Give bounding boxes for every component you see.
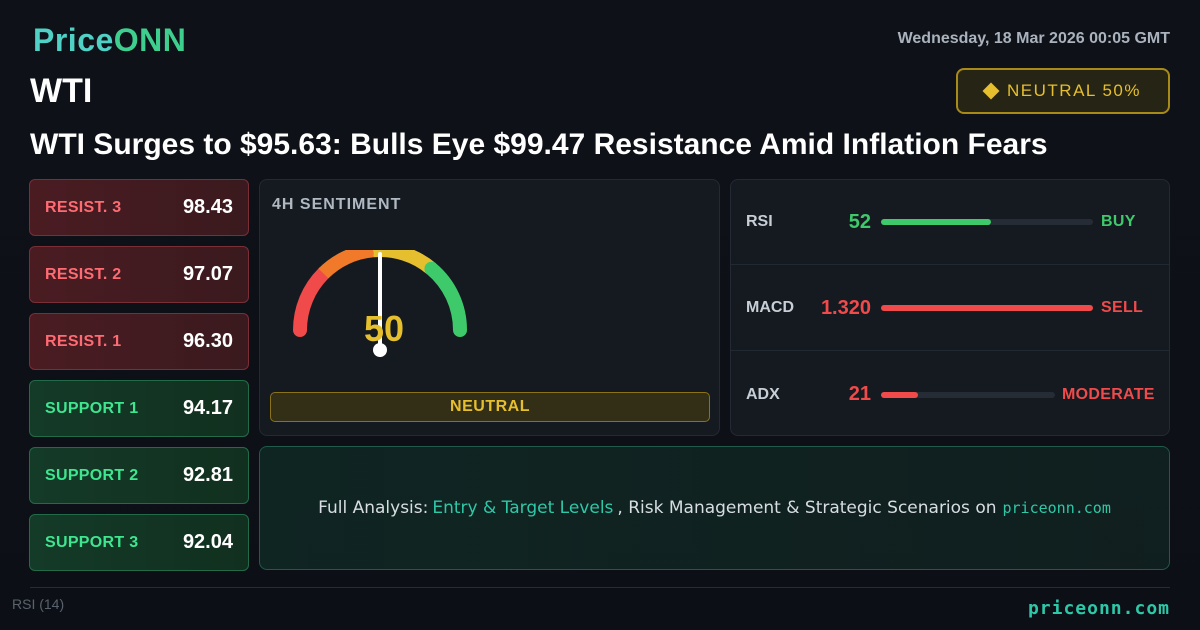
- gauge-arc-green: [424, 261, 467, 337]
- indicator-row-macd: MACD 1.320 SELL: [731, 266, 1169, 351]
- indicator-bar-track: [881, 305, 1093, 311]
- level-value: 94.17: [182, 397, 233, 419]
- symbol-title: WTI: [30, 72, 93, 110]
- indicator-bar-fill: [881, 305, 1093, 311]
- indicator-bar-fill: [881, 219, 992, 225]
- gauge-needle-hub: [373, 343, 387, 357]
- level-row-support: SUPPORT 3 92.04: [29, 514, 249, 571]
- indicator-name: ADX: [746, 385, 780, 403]
- indicator-signal: BUY: [1101, 213, 1136, 230]
- indicator-signal: SELL: [1101, 299, 1144, 316]
- sentiment-gauge-panel: 4H SENTIMENT 50 NEUTRAL: [259, 179, 720, 436]
- gauge-value: 50: [363, 308, 405, 349]
- level-row-resist: RESIST. 1 96.30: [29, 313, 249, 370]
- level-row-resist: RESIST. 2 97.07: [29, 246, 249, 303]
- level-value: 98.43: [182, 196, 233, 218]
- level-row-support: SUPPORT 2 92.81: [29, 447, 249, 504]
- indicators-panel: RSI 52 BUY MACD 1.320 SELL ADX 21 MODERATE: [730, 179, 1170, 436]
- headline: WTI Surges to $95.63: Bulls Eye $99.47 R…: [30, 128, 1048, 161]
- cta-highlight[interactable]: Entry & Target Levels: [432, 498, 614, 518]
- footer-site-link[interactable]: priceonn.com: [1027, 598, 1170, 619]
- indicator-signal: MODERATE: [1062, 385, 1155, 403]
- level-value: 92.04: [182, 531, 233, 553]
- level-label: SUPPORT 2: [45, 466, 139, 484]
- footer-rsi-label: RSI (14): [12, 596, 65, 612]
- indicator-name: RSI: [746, 213, 773, 230]
- level-label: SUPPORT 1: [45, 399, 139, 417]
- sentiment-badge: NEUTRAL 50%: [956, 68, 1170, 114]
- level-label: RESIST. 3: [45, 198, 122, 216]
- cta-middle: , Risk Management & Strategic Scenarios …: [617, 498, 997, 518]
- level-value: 97.07: [182, 263, 233, 285]
- level-value: 92.81: [182, 464, 233, 486]
- indicator-value: 21: [848, 383, 871, 405]
- level-row-resist: RESIST. 3 98.43: [29, 179, 249, 236]
- full-analysis-banner[interactable]: Full Analysis: Entry & Target Levels , R…: [259, 446, 1170, 570]
- timestamp: Wednesday, 18 Mar 2026 00:05 GMT: [897, 30, 1170, 47]
- indicator-bar-track: [881, 219, 1093, 225]
- level-value: 96.30: [182, 330, 233, 352]
- level-label: RESIST. 2: [45, 265, 122, 283]
- level-label: SUPPORT 3: [45, 533, 139, 551]
- brand-logo[interactable]: PriceONN: [33, 22, 187, 58]
- gauge-title: 4H SENTIMENT: [272, 196, 402, 213]
- gauge-arc-orange: [318, 250, 374, 279]
- sentiment-gauge: [293, 250, 467, 357]
- level-row-support: SUPPORT 1 94.17: [29, 380, 249, 437]
- diamond-icon: [982, 82, 1000, 100]
- indicator-value: 1.320: [820, 296, 871, 319]
- sentiment-badge-label: NEUTRAL 50%: [1007, 81, 1141, 100]
- footer-divider: [30, 587, 1170, 588]
- gauge-arc-red: [293, 266, 331, 337]
- indicator-bar-track: [881, 391, 1055, 398]
- indicator-name: MACD: [746, 299, 794, 316]
- cta-prefix: Full Analysis:: [318, 498, 429, 518]
- level-label: RESIST. 1: [45, 332, 122, 350]
- indicator-row-rsi: RSI 52 BUY: [731, 180, 1169, 265]
- indicator-row-adx: ADX 21 MODERATE: [731, 352, 1169, 437]
- price-levels: RESIST. 3 98.43 RESIST. 2 97.07 RESIST. 1 96.…: [29, 179, 249, 581]
- indicator-value: 52: [848, 210, 871, 233]
- gauge-label: NEUTRAL: [270, 392, 710, 422]
- indicator-bar-fill: [881, 391, 918, 398]
- cta-site-link[interactable]: priceonn.com: [1002, 499, 1111, 517]
